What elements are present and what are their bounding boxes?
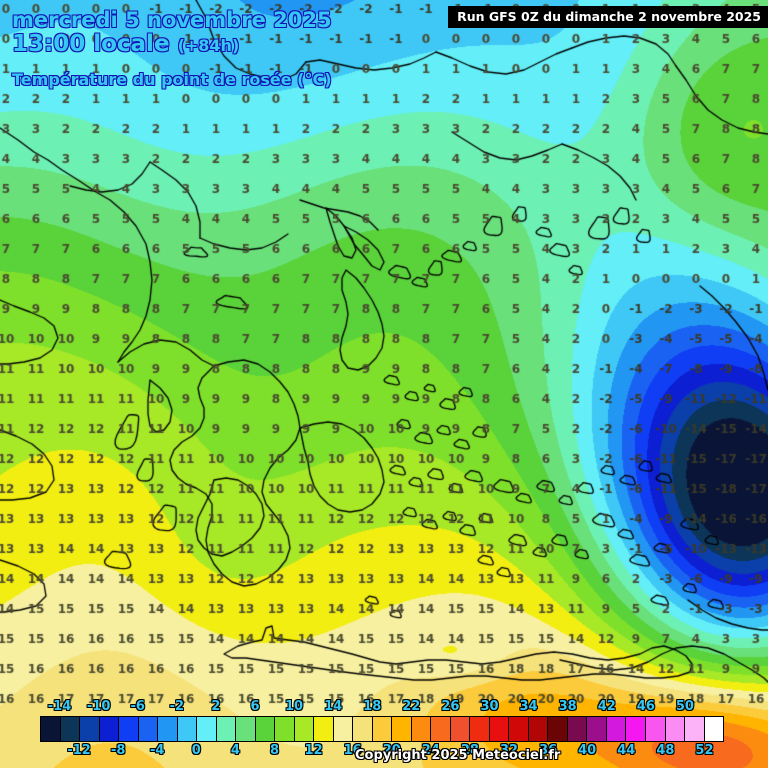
model-run-badge: Run GFS 0Z du dimanche 2 novembre 2025 (448, 6, 768, 28)
scale-tick-label: -12 (67, 743, 91, 758)
scale-tick-label: -14 (47, 699, 72, 714)
scale-tick-label: 36 (539, 743, 558, 758)
scale-tick-label: -6 (130, 699, 145, 714)
forecast-time-text: 13:00 locale (12, 31, 171, 58)
scale-tick-label: 34 (519, 699, 538, 714)
scale-tick-label: 14 (324, 699, 343, 714)
forecast-date-label: mercredi 5 novembre 2025 (12, 8, 333, 33)
scale-tick-label: 48 (656, 743, 675, 758)
color-scale-cell (410, 716, 431, 742)
color-scale-cell (469, 716, 489, 742)
color-scale-cell (196, 716, 216, 742)
forecast-offset-text: (+84h) (177, 36, 240, 56)
color-scale-cell (274, 716, 294, 742)
color-scale-cell (332, 716, 353, 742)
scale-tick-label: 24 (421, 743, 440, 758)
color-scale-cell (157, 716, 177, 742)
copyright-label: Copyright 2025 Meteociel.fr (355, 748, 561, 763)
color-scale-cell (527, 716, 548, 742)
color-scale-cell (352, 716, 372, 742)
scale-tick-label: 28 (460, 743, 479, 758)
color-scale-cell (254, 716, 275, 742)
color-scale-cell (98, 716, 119, 742)
color-scale-cell (391, 716, 411, 742)
color-scale-cell (215, 716, 236, 742)
color-scale-cell (137, 716, 158, 742)
color-scale-cell (644, 716, 665, 742)
forecast-time-label: 13:00 locale (+84h) (12, 31, 240, 58)
scale-tick-label: 2 (211, 699, 221, 714)
scale-tick-label: 30 (480, 699, 499, 714)
color-scale-cell (547, 716, 567, 742)
scale-tick-label: 20 (382, 743, 401, 758)
color-scale-cell (664, 716, 685, 742)
scale-tick-label: 10 (285, 699, 304, 714)
color-scale-legend[interactable] (40, 716, 725, 742)
scale-tick-label: 46 (636, 699, 655, 714)
color-scale-cell (235, 716, 255, 742)
scale-tick-label: 8 (269, 743, 280, 758)
scale-tick-label: -4 (150, 743, 165, 758)
scale-tick-label: 32 (499, 743, 519, 758)
color-scale-cell (605, 716, 626, 742)
color-scale-cell (313, 716, 333, 742)
color-scale-cell (293, 716, 314, 742)
scale-tick-label: 44 (617, 743, 636, 758)
scale-tick-label: 26 (441, 699, 460, 714)
color-scale-cell (566, 716, 587, 742)
color-scale-cell (586, 716, 606, 742)
color-scale-cells (40, 716, 725, 742)
scale-tick-label: 0 (191, 743, 201, 758)
color-scale-cell (118, 716, 138, 742)
scale-tick-label: 40 (578, 743, 597, 758)
color-scale-cell (176, 716, 197, 742)
color-scale-cell (625, 716, 645, 742)
scale-tick-label: -2 (169, 699, 185, 714)
color-scale-cell (371, 716, 392, 742)
color-scale-cell (430, 716, 450, 742)
parameter-title-label: Température du point de rosée (°C) (12, 70, 333, 90)
color-scale-cell (59, 716, 80, 742)
color-scale-cell (79, 716, 99, 742)
scale-tick-label: 4 (230, 743, 240, 758)
scale-tick-label: 52 (695, 743, 714, 758)
scale-tick-label: 50 (675, 699, 694, 714)
scale-tick-label: 6 (250, 699, 260, 714)
scale-tick-label: 42 (597, 699, 616, 714)
scale-tick-label: -8 (110, 743, 126, 758)
scale-tick-label: 12 (304, 743, 323, 758)
scale-tick-label: 38 (558, 699, 577, 714)
color-scale-cell (40, 716, 60, 742)
color-scale-cell (703, 716, 725, 742)
scale-tick-label: 16 (343, 743, 362, 758)
color-scale-cell (684, 716, 704, 742)
color-scale-cell (449, 716, 470, 742)
color-scale-cell (488, 716, 509, 742)
color-scale-cell (508, 716, 528, 742)
scale-tick-label: -10 (86, 699, 111, 714)
scale-tick-label: 18 (363, 699, 382, 714)
scale-tick-label: 22 (402, 699, 421, 714)
